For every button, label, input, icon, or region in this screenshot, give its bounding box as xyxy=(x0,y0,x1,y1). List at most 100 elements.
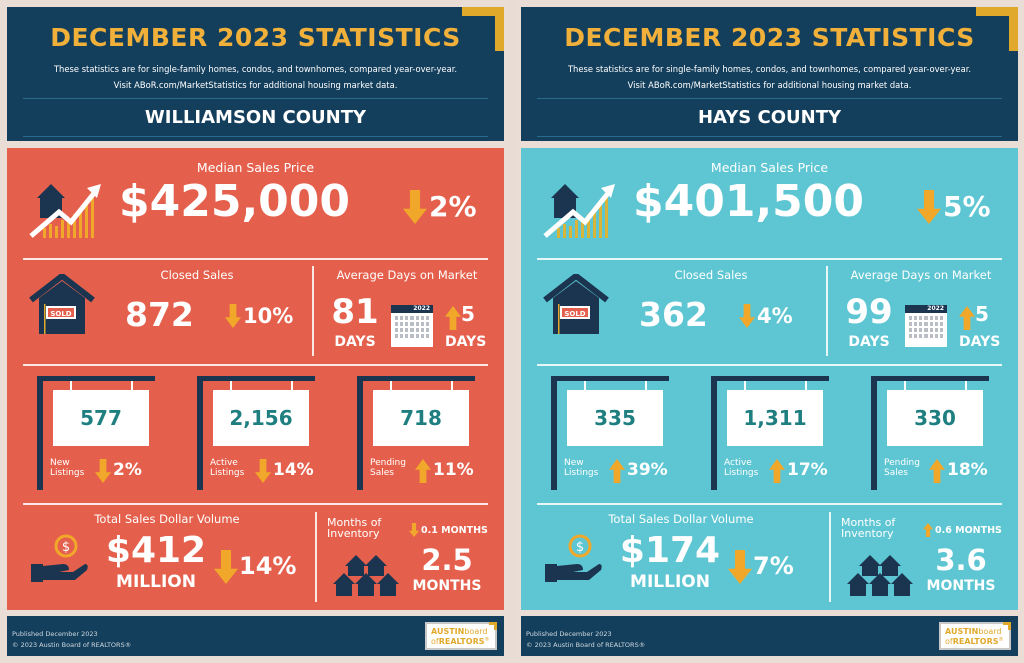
calendar-day xyxy=(919,322,923,326)
closed-sales-arrow-icon xyxy=(225,304,241,332)
closed-sales-arrow-icon xyxy=(739,304,755,332)
chart-bar xyxy=(73,214,76,238)
divider xyxy=(537,364,1002,366)
williamson-county-panel: DECEMBER 2023 STATISTICS These statistic… xyxy=(0,0,510,663)
calendar-day xyxy=(924,316,928,320)
median-price-label: Median Sales Price xyxy=(196,160,315,175)
listing-label: New Listings xyxy=(564,458,598,478)
listing-label: Pending Sales xyxy=(884,458,920,478)
calendar-day xyxy=(914,334,918,338)
listing-label: Active Listings xyxy=(210,458,244,478)
listing-arrow-icon xyxy=(95,459,111,487)
calendar-day xyxy=(400,322,404,326)
inventory-label: Months of Inventory xyxy=(841,517,895,539)
calendar-day xyxy=(939,328,943,332)
divider xyxy=(537,258,1002,260)
chart-bars xyxy=(43,192,94,238)
hand-coin-icon: $ xyxy=(545,534,602,582)
sign-bar xyxy=(197,376,315,381)
sign-string xyxy=(904,381,906,393)
divider xyxy=(537,136,1002,137)
sign-string xyxy=(584,381,586,393)
listing-label-2: Listings xyxy=(210,468,245,478)
listing-value: 2,156 xyxy=(213,390,309,446)
calendar-day xyxy=(929,316,933,320)
calendar-day xyxy=(425,328,429,332)
listing-value: 577 xyxy=(53,390,149,446)
county-name: WILLIAMSON COUNTY xyxy=(144,107,367,128)
calendar-day xyxy=(425,334,429,338)
subtitle-line-1: These statistics are for single-family h… xyxy=(567,64,972,74)
calendar-day xyxy=(909,316,913,320)
calendar-day xyxy=(400,316,404,320)
listing-label-1: New xyxy=(50,458,70,468)
listing-label-2: Sales xyxy=(370,468,394,478)
median-price-change: 5% xyxy=(943,190,991,223)
calendar-day xyxy=(420,316,424,320)
calendar-day xyxy=(410,316,414,320)
listing-label-2: Listings xyxy=(724,468,759,478)
calendar-day xyxy=(420,328,424,332)
calendar-day xyxy=(410,322,414,326)
sign-post xyxy=(357,376,363,490)
sign-string xyxy=(805,381,807,393)
chart-bars xyxy=(557,192,608,238)
chart-bar xyxy=(85,200,88,238)
days-on-market-change: 5 xyxy=(461,302,475,326)
chart-bar xyxy=(43,228,46,238)
sign-string xyxy=(965,381,967,393)
calendar-year: 2022 xyxy=(905,305,947,313)
calendar-day xyxy=(914,322,918,326)
calendar-day xyxy=(939,334,943,338)
calendar-day xyxy=(924,322,928,326)
calendar-day xyxy=(415,334,419,338)
sign-string xyxy=(70,381,72,393)
listing-label-1: New xyxy=(564,458,584,468)
listing-label-2: Sales xyxy=(884,468,908,478)
calendar-day xyxy=(929,328,933,332)
closed-sales-change: 10% xyxy=(243,304,294,328)
subtitle-line-2: Visit ABoR.com/MarketStatistics for addi… xyxy=(627,80,912,90)
calendar-day xyxy=(405,328,409,332)
calendar-day xyxy=(400,328,404,332)
divider xyxy=(312,266,314,356)
calendar-day xyxy=(395,316,399,320)
listing-arrow-icon xyxy=(609,459,625,487)
calendar-day xyxy=(405,322,409,326)
listing-label-1: Active xyxy=(724,458,752,468)
listing-arrow-icon xyxy=(929,459,945,487)
inventory-unit: MONTHS xyxy=(412,578,482,594)
panel-footer: Published December 2023 © 2023 Austin Bo… xyxy=(7,616,504,656)
median-price-value: $401,500 xyxy=(633,176,865,227)
calendar-day xyxy=(934,328,938,332)
days-on-market-unit: DAYS xyxy=(848,334,890,350)
days-on-market-value: 99 xyxy=(845,292,893,332)
calendar-day xyxy=(939,322,943,326)
sold-house-icon: SOLD xyxy=(543,274,609,334)
calendar-day xyxy=(919,316,923,320)
listing-value: 718 xyxy=(373,390,469,446)
listing-label-1: Pending xyxy=(884,458,920,468)
panel-header: DECEMBER 2023 STATISTICS These statistic… xyxy=(521,7,1018,141)
divider xyxy=(315,512,317,602)
house-chart-icon xyxy=(543,184,615,238)
county-name: HAYS COUNTY xyxy=(697,107,842,128)
listing-value: 335 xyxy=(567,390,663,446)
chart-bar xyxy=(91,192,94,238)
calendar-grid xyxy=(905,313,947,341)
calendar-day xyxy=(909,322,913,326)
median-price-arrow-icon xyxy=(917,190,941,228)
days-on-market-value: 81 xyxy=(331,292,379,332)
sign-post xyxy=(871,376,877,490)
dollar-volume-value: $412 xyxy=(105,530,207,571)
svg-text:$: $ xyxy=(62,540,70,555)
listing-value: 330 xyxy=(887,390,983,446)
calendar-day xyxy=(924,328,928,332)
dollar-volume-unit: MILLION xyxy=(630,572,710,592)
divider xyxy=(537,98,1002,99)
inventory-value: 3.6 xyxy=(935,543,987,577)
hays-county-panel: DECEMBER 2023 STATISTICS These statistic… xyxy=(514,0,1024,663)
listing-value: 1,311 xyxy=(727,390,823,446)
listing-label: Pending Sales xyxy=(370,458,406,478)
inventory-unit: MONTHS xyxy=(926,578,996,594)
